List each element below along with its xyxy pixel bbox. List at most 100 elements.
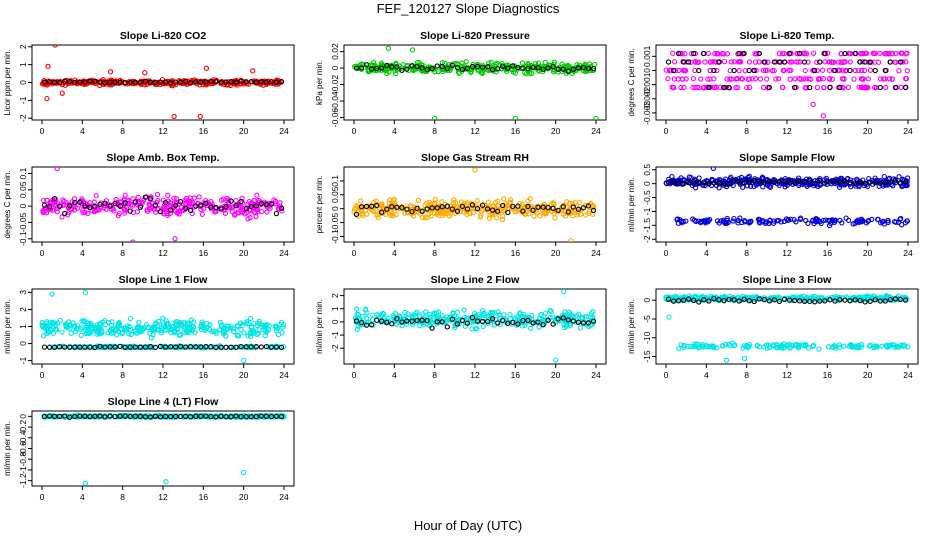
hourly-point xyxy=(560,204,566,210)
data-point xyxy=(744,84,750,91)
hourly-point xyxy=(162,79,169,85)
data-point xyxy=(542,210,548,216)
hourly-point xyxy=(716,59,722,65)
data-point xyxy=(48,198,55,205)
data-point xyxy=(882,51,888,57)
hourly-point xyxy=(167,80,174,86)
data-point xyxy=(665,76,671,82)
data-point xyxy=(85,322,92,328)
hourly-point xyxy=(781,296,788,303)
hourly-point xyxy=(892,177,899,183)
data-point xyxy=(560,211,567,217)
hourly-point xyxy=(409,318,415,324)
outlier-point xyxy=(163,479,169,485)
data-point xyxy=(184,198,191,204)
x-tick-label: 16 xyxy=(199,248,209,258)
y-tick-label: -10 xyxy=(642,331,652,344)
hourly-point xyxy=(680,297,687,303)
data-point xyxy=(208,328,215,335)
hourly-point xyxy=(157,79,164,85)
hourly-point xyxy=(162,344,169,350)
hourly-point xyxy=(766,178,773,184)
hourly-point xyxy=(107,203,113,209)
data-point xyxy=(366,203,372,209)
hourly-point xyxy=(525,203,531,210)
data-point xyxy=(525,198,531,204)
points xyxy=(39,45,285,120)
data-point xyxy=(280,324,286,330)
data-point xyxy=(843,215,849,221)
hourly-point xyxy=(368,203,375,209)
data-point xyxy=(540,319,547,325)
data-point xyxy=(439,312,445,319)
hourly-point xyxy=(127,344,133,350)
points xyxy=(352,45,599,120)
data-point xyxy=(893,50,899,57)
hourly-point xyxy=(112,413,118,420)
hourly-point xyxy=(686,59,692,65)
data-point xyxy=(388,209,394,215)
data-point xyxy=(801,293,807,300)
y-tick-label: -0.8 xyxy=(18,452,28,467)
hourly-point xyxy=(832,178,838,185)
hourly-point xyxy=(228,198,234,204)
hourly-point xyxy=(540,204,546,210)
data-point xyxy=(528,325,534,332)
x-tick-label: 16 xyxy=(823,248,833,258)
data-point xyxy=(135,324,141,330)
data-point xyxy=(139,326,145,332)
data-point xyxy=(835,59,842,65)
data-point xyxy=(474,198,480,204)
data-point xyxy=(224,195,230,202)
data-point xyxy=(443,317,450,323)
data-point xyxy=(135,194,141,201)
hourly-point xyxy=(570,204,576,210)
data-point xyxy=(410,315,416,321)
data-point xyxy=(50,207,56,213)
hourly-point xyxy=(469,63,476,70)
data-point xyxy=(840,85,846,91)
data-point xyxy=(525,205,531,212)
data-point xyxy=(57,317,63,324)
hourly-point xyxy=(62,210,68,217)
panel-title: Slope Li-820 Pressure xyxy=(420,30,530,42)
data-point xyxy=(522,322,528,328)
hourly-point xyxy=(530,320,536,326)
hourly-point xyxy=(107,344,113,350)
data-point xyxy=(256,321,263,327)
hourly-point xyxy=(550,205,556,212)
hourly-point xyxy=(796,50,803,57)
data-point xyxy=(543,211,549,217)
data-point xyxy=(246,198,252,205)
panel-title: Slope Sample Flow xyxy=(739,152,836,164)
hourly-point xyxy=(489,66,496,73)
hourly-point xyxy=(278,413,285,420)
hourly-point xyxy=(892,84,899,91)
hourly-point xyxy=(585,203,592,209)
data-point xyxy=(450,310,457,317)
hourly-point xyxy=(837,179,843,185)
hourly-point xyxy=(469,202,476,208)
hourly-point xyxy=(122,79,128,86)
data-point xyxy=(700,182,706,188)
x-tick-label: 8 xyxy=(120,126,125,136)
hourly-point xyxy=(882,67,888,74)
hourly-point xyxy=(183,78,189,84)
hourly-point xyxy=(761,296,767,303)
data-point xyxy=(431,210,438,217)
hourly-point xyxy=(82,344,88,350)
data-point xyxy=(720,343,726,349)
hourly-point xyxy=(872,179,878,186)
data-point xyxy=(500,205,506,211)
hourly-point xyxy=(278,205,285,211)
data-point xyxy=(566,309,573,315)
x-tick-label: 8 xyxy=(432,126,437,136)
hourly-point xyxy=(112,79,118,85)
data-point xyxy=(542,59,548,66)
x-tick-label: 16 xyxy=(823,370,833,380)
data-point xyxy=(65,212,71,218)
hourly-point xyxy=(495,320,501,326)
hourly-point xyxy=(228,79,234,85)
hourly-point xyxy=(479,64,486,70)
panel-5: Slope Sample Flow 0 4 8 12 16 20 24 -2 -1.5 -1 -0.5… xyxy=(627,152,919,258)
